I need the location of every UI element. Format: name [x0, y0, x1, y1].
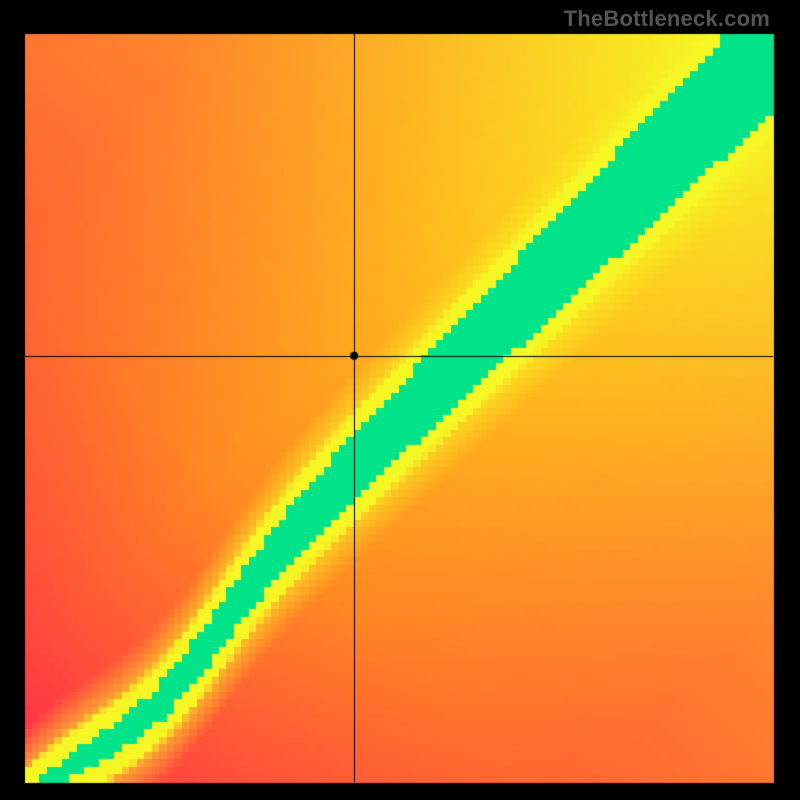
watermark-text: TheBottleneck.com [564, 6, 770, 32]
bottleneck-heatmap-canvas [0, 0, 800, 800]
chart-container: TheBottleneck.com [0, 0, 800, 800]
